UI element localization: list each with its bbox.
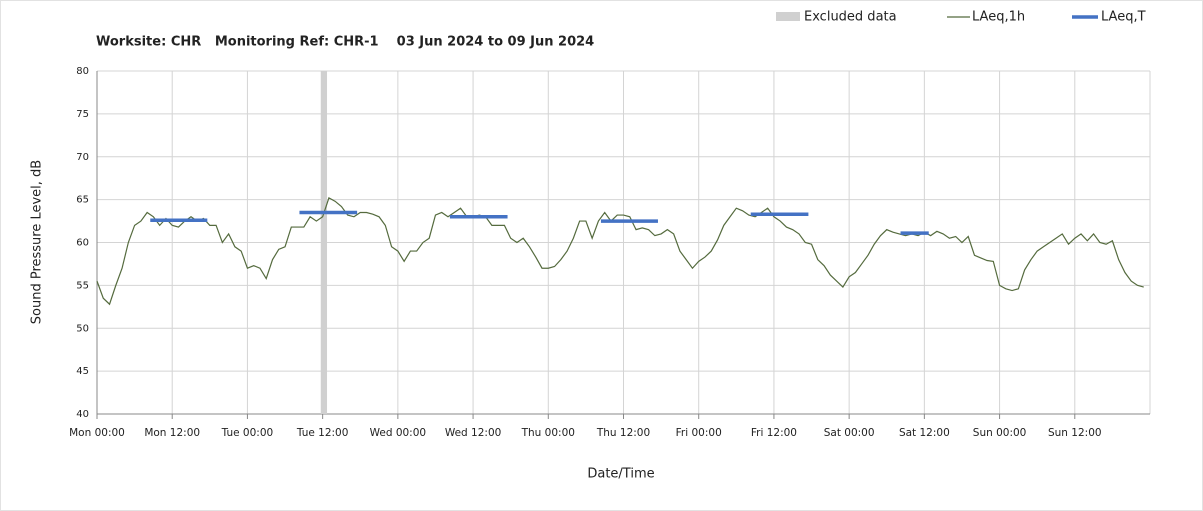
x-tick-label: Thu 12:00 (596, 427, 650, 439)
excluded-band (320, 71, 328, 414)
legend-swatch (776, 12, 800, 21)
legend-label: Excluded data (804, 10, 897, 25)
x-tick-label: Mon 00:00 (69, 427, 125, 439)
x-tick-label: Wed 00:00 (370, 427, 427, 439)
y-tick-label: 80 (76, 66, 89, 77)
x-tick-label: Fri 12:00 (751, 427, 797, 439)
laeq-1h-line (96, 197, 1144, 306)
x-tick-label: Sun 00:00 (973, 427, 1027, 439)
x-tick-label: Thu 00:00 (521, 427, 575, 439)
legend-label: LAeq,T (1101, 10, 1146, 25)
y-tick-label: 50 (76, 323, 89, 334)
x-tick-label: Mon 12:00 (144, 427, 200, 439)
x-tick-label: Sat 00:00 (824, 427, 875, 439)
y-tick-label: 40 (76, 409, 89, 420)
x-tick-label: Tue 12:00 (296, 427, 349, 439)
chart-title: Worksite: CHR Monitoring Ref: CHR-1 03 J… (96, 35, 594, 50)
y-tick-label: 45 (76, 366, 89, 377)
x-tick-label: Sun 12:00 (1048, 427, 1102, 439)
y-tick-label: 60 (76, 238, 89, 249)
legend-label: LAeq,1h (972, 10, 1025, 25)
x-tick-label: Tue 00:00 (221, 427, 274, 439)
x-tick-label: Fri 00:00 (676, 427, 722, 439)
x-tick-label: Sat 12:00 (899, 427, 950, 439)
y-axis-label: Sound Pressure Level, dB (30, 160, 45, 324)
y-tick-label: 70 (76, 152, 89, 163)
y-tick-label: 65 (76, 195, 89, 206)
y-tick-label: 55 (76, 280, 89, 291)
x-tick-label: Wed 12:00 (445, 427, 502, 439)
x-axis-label: Date/Time (587, 467, 654, 482)
y-tick-label: 75 (76, 109, 89, 120)
